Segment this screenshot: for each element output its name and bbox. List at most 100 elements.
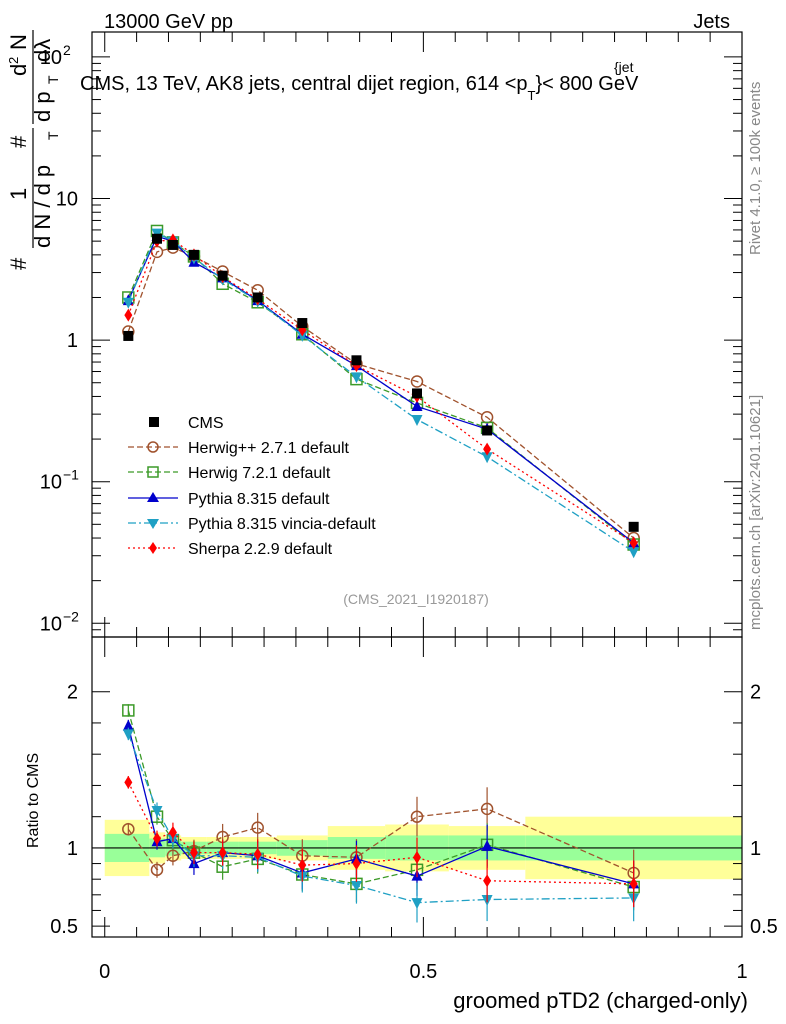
ratio-ytick-label-right-1: 1 xyxy=(750,838,761,860)
legend-label-herwigpp: Herwig++ 2.7.1 default xyxy=(188,440,350,457)
ratio-point-4-8 xyxy=(413,850,421,864)
ratio-point-0-8 xyxy=(410,810,424,823)
legend-label-pythia: Pythia 8.315 default xyxy=(188,491,330,508)
main-ytick-label-4: 10 xyxy=(40,47,62,69)
ratio-point-2-0 xyxy=(122,719,134,731)
ratio-series-layer xyxy=(122,704,640,923)
ratio-point-4-10 xyxy=(629,877,638,891)
legend-marker-sherpa xyxy=(149,542,157,554)
legend-label-sherpa: Sherpa 2.2.9 default xyxy=(188,541,333,558)
main-point-2-8 xyxy=(411,399,423,411)
xtick-label-1: 0.5 xyxy=(409,961,437,983)
ratio-point-4-2 xyxy=(168,825,177,839)
ratio-point-2-9 xyxy=(481,839,493,851)
legend-entry-vincia: Pythia 8.315 vincia-default xyxy=(128,516,376,533)
legend-marker-vincia xyxy=(147,519,159,529)
main-series-layer xyxy=(122,224,640,559)
legend-marker-pythia xyxy=(147,492,159,502)
main-ytick-label-1: 10 xyxy=(40,472,62,494)
ratio-point-3-0 xyxy=(122,729,134,741)
y-label-dpt: d p xyxy=(30,91,55,122)
cms-point-1 xyxy=(152,233,162,244)
cms-point-4 xyxy=(217,270,228,281)
x-axis-label: groomed pTD2 (charged-only) xyxy=(453,988,748,1013)
main-point-0-8 xyxy=(410,375,424,388)
legend-marker-herwig7 xyxy=(147,466,159,478)
y-label-hash-1: # xyxy=(6,257,31,270)
y-label-denom-sub: T xyxy=(45,131,61,140)
legend-label-herwig7: Herwig 7.2.1 default xyxy=(188,465,331,482)
main-point-3-9 xyxy=(481,452,493,464)
main-point-3-0 xyxy=(122,297,134,309)
header-right: Jets xyxy=(693,11,730,33)
ratio-point-4-4 xyxy=(218,846,227,860)
y-label-dpt-sub: T xyxy=(45,75,61,84)
main-ytick-exp-1: −1 xyxy=(63,467,79,483)
y-label-dlambda: dλ xyxy=(30,39,55,62)
y-label-sup2: 2 xyxy=(6,57,21,64)
cms-point-3 xyxy=(188,249,199,260)
main-point-3-7 xyxy=(350,372,362,384)
ratio-point-4-3 xyxy=(189,846,198,860)
main-ytick-label-0: 10 xyxy=(40,613,62,635)
analysis-id: (CMS_2021_I1920187) xyxy=(343,591,489,607)
ratio-ytick-label-left-2: 2 xyxy=(67,682,78,704)
cms-point-6 xyxy=(297,318,308,329)
ratio-point-4-7 xyxy=(352,857,361,871)
ratio-line-series-0 xyxy=(127,808,634,874)
ratio-point-3-1 xyxy=(151,805,163,817)
ratio-line-series-3 xyxy=(127,733,634,904)
main-point-4-9 xyxy=(483,442,492,456)
y-label-one: 1 xyxy=(6,188,31,200)
cms-point-10 xyxy=(628,521,639,532)
legend-marker-herwigpp xyxy=(147,441,159,453)
legend: CMS Herwig++ 2.7.1 default Herwig 7.2.1 … xyxy=(128,415,376,558)
plot-title-end: }< 800 GeV xyxy=(535,73,639,95)
y-label-num-d: d xyxy=(6,64,31,76)
legend-entry-cms: CMS xyxy=(149,415,224,432)
legend-label-cms: CMS xyxy=(188,415,224,432)
ratio-point-0-0 xyxy=(122,822,135,836)
ratio-point-4-0 xyxy=(124,775,133,789)
cms-point-5 xyxy=(252,292,263,303)
cms-point-7 xyxy=(351,355,362,366)
main-ytick-exp-0: −2 xyxy=(63,608,79,624)
ratio-point-0-1 xyxy=(150,863,164,877)
ratio-y-label: Ratio to CMS xyxy=(25,753,42,848)
y-label-denom: d N / d p xyxy=(30,165,55,248)
legend-entry-herwig7: Herwig 7.2.1 default xyxy=(128,465,331,482)
legend-entry-herwigpp: Herwig++ 2.7.1 default xyxy=(128,440,350,457)
ratio-point-4-9 xyxy=(483,874,492,888)
ratio-ytick-label-left-0: 0.5 xyxy=(50,916,78,938)
xtick-label-0: 0 xyxy=(99,961,110,983)
cms-point-8 xyxy=(412,388,422,399)
main-point-4-0 xyxy=(124,308,133,322)
plot-title: CMS, 13 TeV, AK8 jets, central dijet reg… xyxy=(80,73,639,103)
rivet-label: Rivet 4.1.0, ≥ 100k events xyxy=(747,82,764,255)
ratio-point-0-2 xyxy=(166,849,180,862)
legend-marker-cms xyxy=(149,417,159,427)
ratio-ytick-label-right-2: 2 xyxy=(750,682,761,704)
plot-title-sup: {jet xyxy=(614,59,634,75)
legend-entry-pythia: Pythia 8.315 default xyxy=(128,491,330,508)
main-line-series-4 xyxy=(127,239,635,544)
ratio-ytick-label-left-1: 1 xyxy=(67,838,78,860)
plot-title-sub: T xyxy=(528,88,536,103)
y-label-hash-2: # xyxy=(6,135,31,148)
cms-point-9 xyxy=(482,425,493,436)
header-left: 13000 GeV pp xyxy=(104,11,233,33)
main-point-4-10 xyxy=(629,536,638,550)
main-point-3-8 xyxy=(411,414,423,426)
main-ytick-label-3: 10 xyxy=(56,189,78,211)
mcplots-label: mcplots.cern.ch [arXiv:2401.10621] xyxy=(747,395,764,630)
ratio-point-4-5 xyxy=(253,847,262,861)
main-ytick-exp-4: 2 xyxy=(63,42,71,58)
ratio-point-3-8 xyxy=(411,898,423,910)
plot-title-main: CMS, 13 TeV, AK8 jets, central dijet reg… xyxy=(80,73,528,95)
ratio-point-0-9 xyxy=(480,802,494,816)
ratio-point-0-5 xyxy=(251,821,264,834)
cms-point-2 xyxy=(167,239,178,250)
main-ytick-label-2: 1 xyxy=(67,330,78,352)
